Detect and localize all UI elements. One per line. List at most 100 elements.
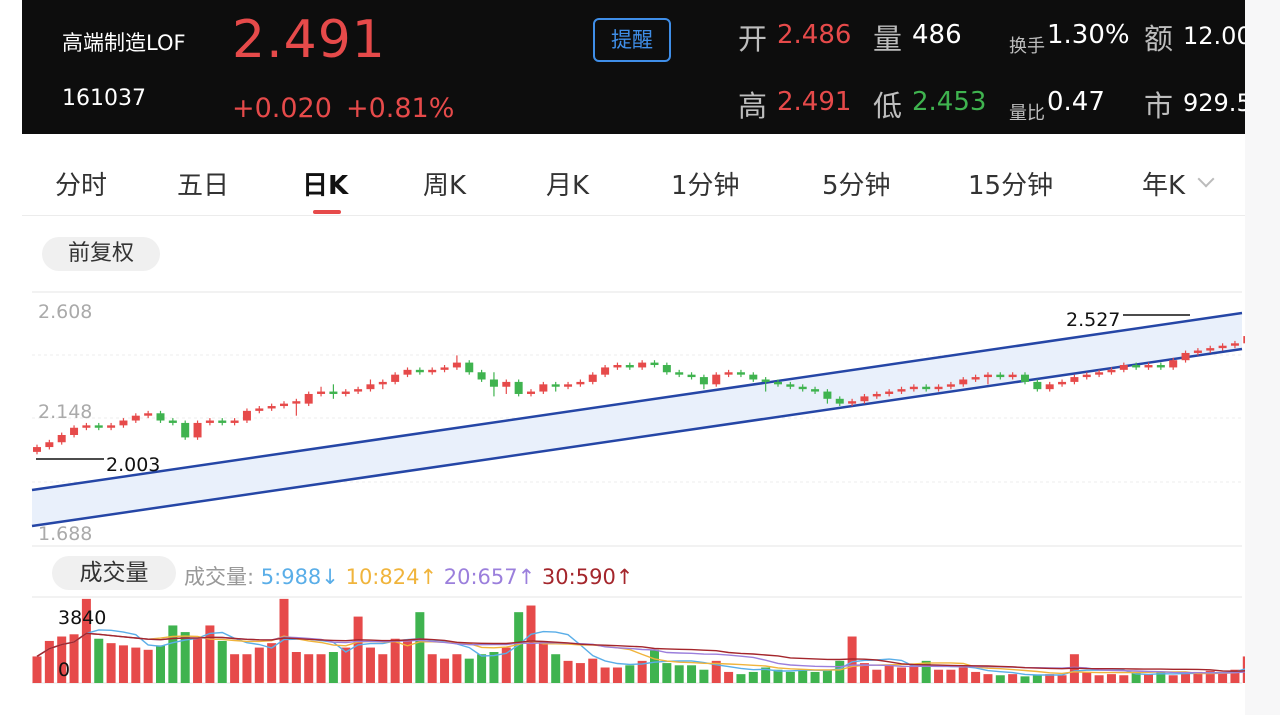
volume-bar [773,669,783,683]
candle-body [1206,348,1215,351]
fund-code: 161037 [62,86,146,111]
volume-bar [1119,675,1129,683]
candle-body [835,398,844,404]
volume-bar [1156,671,1166,683]
candle-body [564,384,573,387]
fund-name: 高端制造LOF [62,31,186,55]
tab-15min[interactable]: 15分钟 [968,171,1054,201]
volume-bar [699,669,709,683]
volume-bar [921,660,931,683]
candle-body [996,374,1005,378]
candle-body [94,425,103,428]
price-axis-mid: 2.148 [38,401,92,423]
volume-bar [1131,673,1141,683]
volume-bar [1057,675,1067,683]
candle-body [107,425,116,428]
candle-body [848,401,857,404]
ma20-value: 20:657↑ [443,565,536,589]
volume-bar [180,632,190,683]
volume-bar [1193,671,1203,683]
volume-bar [637,660,647,683]
volume-bar [254,647,264,683]
high-marker-value: 2.527 [1066,309,1120,331]
volume-bar [205,625,215,683]
volume-bar [650,649,659,683]
candle-body [82,425,91,428]
chevron-down-icon[interactable] [1197,170,1215,188]
adjust-button[interactable]: 前复权 [42,237,160,271]
volume-bar [440,658,450,683]
candle-body [168,420,177,423]
candle-body [514,381,523,394]
tab-weekly-k[interactable]: 周K [423,171,467,201]
volume-bar [477,654,487,683]
candle-body [502,381,511,387]
volume-bar [1008,674,1018,683]
volume-bar [822,669,832,683]
high-value: 2.491 [777,87,852,117]
volume-bar [563,660,573,683]
tab-intraday[interactable]: 分时 [55,171,108,201]
candle-body [712,374,721,385]
candle-body [378,381,387,385]
volume-bar [934,669,944,683]
candle-body [625,365,634,368]
volume-indicator-button[interactable]: 成交量 [52,556,176,590]
volume-bar [427,654,437,683]
candle-body [724,372,733,375]
remind-button[interactable]: 提醒 [593,18,671,62]
volume-bar [588,658,598,683]
price-change: +0.020 [232,93,332,124]
candle-body [1095,372,1104,375]
volume-bar [946,669,956,683]
candle-body [205,420,214,423]
volume-bar [131,647,141,683]
volume-bar [156,645,165,683]
volume-bar [452,654,462,683]
volume-bar [242,654,252,683]
volume-bar [1082,671,1092,683]
candle-body [539,384,548,392]
quote-header: 高端制造LOF 161037 2.491 +0.020 +0.81% 提醒 开 … [22,0,1245,134]
candle-body [1107,369,1116,373]
tab-daily-k[interactable]: 日K [302,171,349,201]
volume-bar [1144,674,1153,683]
tab-five-day[interactable]: 五日 [177,171,230,201]
volume-bar [328,652,338,683]
ma10-line [36,632,1280,675]
volume-bar [365,647,375,683]
volume-bar [464,658,474,683]
candle-body [465,362,474,373]
tab-1min[interactable]: 1分钟 [671,171,740,201]
volume-bar [687,665,697,683]
tab-monthly-k[interactable]: 月K [546,171,590,201]
candle-body [1021,374,1029,382]
volume-bar [761,667,771,683]
candle-body [403,369,412,375]
candle-body [267,406,276,409]
volume-bar [785,671,795,683]
candle-body [761,379,770,382]
volume-bar [291,652,301,683]
volume-bar [600,667,610,683]
candle-body [354,389,363,392]
volume-bar [612,667,622,683]
volume-bar [736,674,746,683]
candle-body [280,403,288,407]
ma5-line [36,629,1280,676]
volume-bar [909,665,919,683]
tab-yearly-k[interactable]: 年K [1142,171,1186,201]
volume-bar [316,654,326,683]
volume-bar [958,667,968,683]
vol-ratio-value: 0.47 [1047,87,1105,117]
volume-bar [1045,674,1055,683]
volume-bar [230,654,240,683]
candle-body [934,386,943,390]
high-label: 高 [738,89,768,123]
volume-bar [1181,673,1191,683]
candle-body [131,415,140,421]
candle-body [329,391,338,394]
volume-bar [983,674,993,683]
trend-line-lower [31,347,1243,528]
tab-5min[interactable]: 5分钟 [822,171,891,201]
